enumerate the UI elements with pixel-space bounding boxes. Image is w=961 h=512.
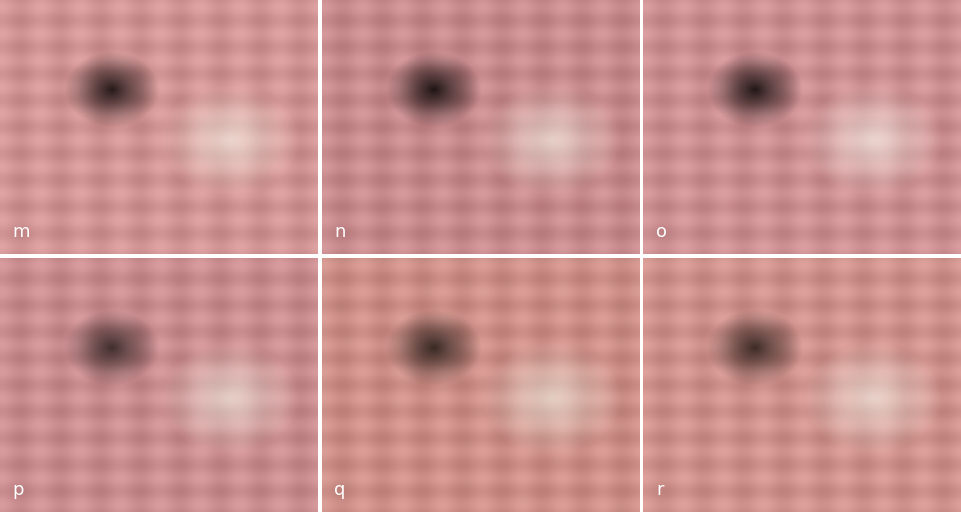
Text: p: p (12, 481, 24, 499)
Text: n: n (334, 223, 346, 241)
Text: m: m (12, 223, 30, 241)
Text: q: q (334, 481, 346, 499)
Text: r: r (656, 481, 663, 499)
Text: o: o (656, 223, 667, 241)
